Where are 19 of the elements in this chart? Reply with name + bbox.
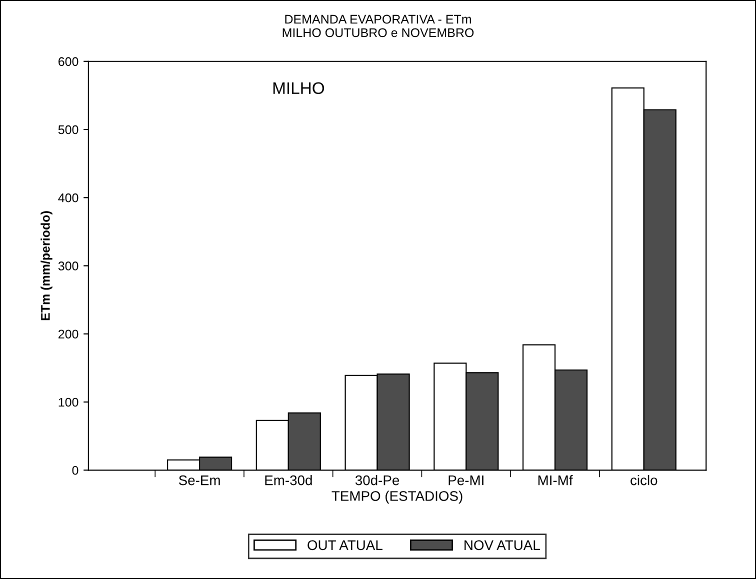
x-tick-label: Em-30d: [265, 475, 312, 486]
y-tick-label: 300: [58, 262, 78, 270]
legend-label: NOV ATUAL: [464, 540, 540, 550]
y-axis-title: ETm (mm/periodo): [40, 211, 52, 320]
x-axis-title: TEMPO (ESTADIOS): [332, 490, 462, 504]
y-tick-label: 100: [58, 398, 78, 407]
y-tick-label: 200: [58, 330, 78, 339]
x-tick-label: Se-Em: [178, 475, 220, 486]
y-tick-label: 600: [58, 57, 78, 66]
x-tick-label: MI-Mf: [538, 475, 573, 486]
chart-title: DEMANDA EVAPORATIVA - ETm MILHO OUTUBRO e NOVEMBRO: [282, 14, 474, 38]
x-tick-label: ciclo: [630, 475, 658, 486]
annotation: MILHO: [273, 82, 324, 94]
legend-label: OUT ATUAL: [308, 540, 382, 550]
y-tick-label: 400: [58, 193, 78, 202]
y-tick-label: 500: [58, 125, 78, 134]
x-tick-label: 30d-Pe: [355, 475, 400, 486]
y-tick-label: 0: [72, 466, 78, 475]
x-tick-label: Pe-MI: [448, 476, 484, 486]
